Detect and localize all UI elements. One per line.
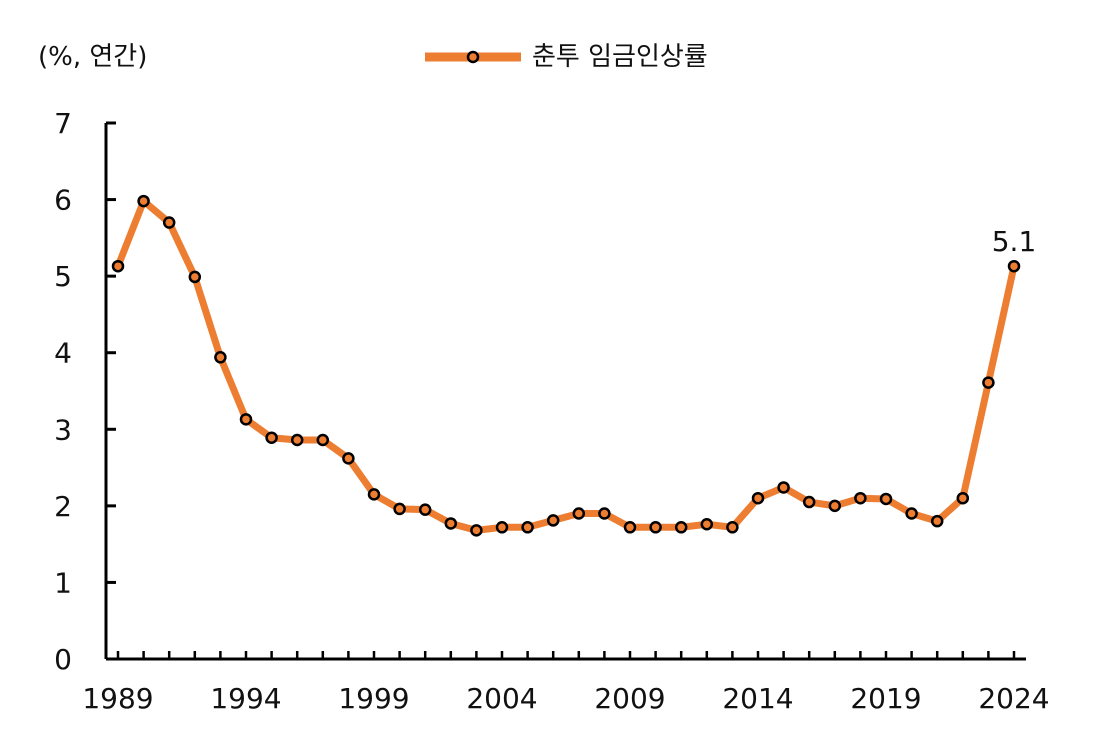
data-point [726, 521, 739, 534]
data-point [265, 431, 278, 444]
y-tick-label: 1 [54, 566, 72, 599]
plot-area: 5.1 [111, 194, 1037, 537]
data-point [1007, 259, 1021, 273]
legend-marker [466, 50, 480, 64]
data-point [700, 517, 714, 531]
data-point [956, 491, 970, 505]
data-point [137, 194, 150, 208]
y-tick-label: 0 [54, 643, 72, 676]
data-point [879, 492, 893, 506]
y-tick-label: 4 [54, 337, 72, 370]
data-point [444, 517, 458, 530]
data-point [674, 521, 688, 534]
data-point [495, 521, 509, 534]
data-point [316, 433, 330, 447]
y-tick-label: 7 [54, 107, 72, 140]
data-point [649, 521, 662, 534]
data-point [598, 507, 611, 520]
data-label: 5.1 [992, 225, 1037, 258]
data-point [751, 491, 765, 505]
data-point [470, 524, 483, 537]
data-point [572, 507, 586, 520]
data-point [930, 514, 944, 528]
data-point [342, 452, 355, 465]
data-point [111, 259, 125, 273]
data-point [290, 433, 304, 447]
data-point [521, 521, 534, 534]
y-tick-label: 2 [54, 490, 72, 523]
legend: 춘투 임금인상률 [425, 42, 708, 72]
data-point [777, 481, 790, 494]
data-point [546, 514, 560, 527]
unit-label: (%, 연간) [38, 42, 147, 72]
data-point [854, 491, 867, 505]
data-point [367, 488, 381, 501]
series-line [114, 197, 1018, 534]
x-tick-label: 1989 [82, 682, 153, 715]
x-tick-label: 1999 [338, 682, 409, 715]
axes: 0 1 2 3 4 5 6 7 1989 1994 1999 2004 2009 2014 2019 2024 [54, 107, 1049, 715]
data-point [239, 413, 253, 426]
data-point [393, 502, 406, 516]
data-point [905, 507, 918, 520]
data-point [982, 376, 995, 389]
y-tick-label: 3 [54, 413, 72, 446]
legend-label: 춘투 임금인상률 [532, 42, 708, 72]
data-point [162, 216, 176, 229]
data-point [188, 270, 202, 284]
y-tick-label: 6 [54, 184, 72, 217]
x-tick-label: 2004 [466, 682, 537, 715]
x-tick-label: 2014 [722, 682, 793, 715]
x-tick-label: 1994 [210, 682, 281, 715]
data-point [828, 499, 842, 513]
data-point [418, 503, 432, 516]
data-point [214, 351, 227, 364]
x-tick-label: 2019 [850, 682, 921, 715]
x-tick-label: 2024 [978, 682, 1049, 715]
y-tick-label: 5 [54, 260, 72, 293]
x-tick-label: 2009 [594, 682, 665, 715]
data-point [802, 495, 816, 509]
data-point [623, 521, 637, 534]
